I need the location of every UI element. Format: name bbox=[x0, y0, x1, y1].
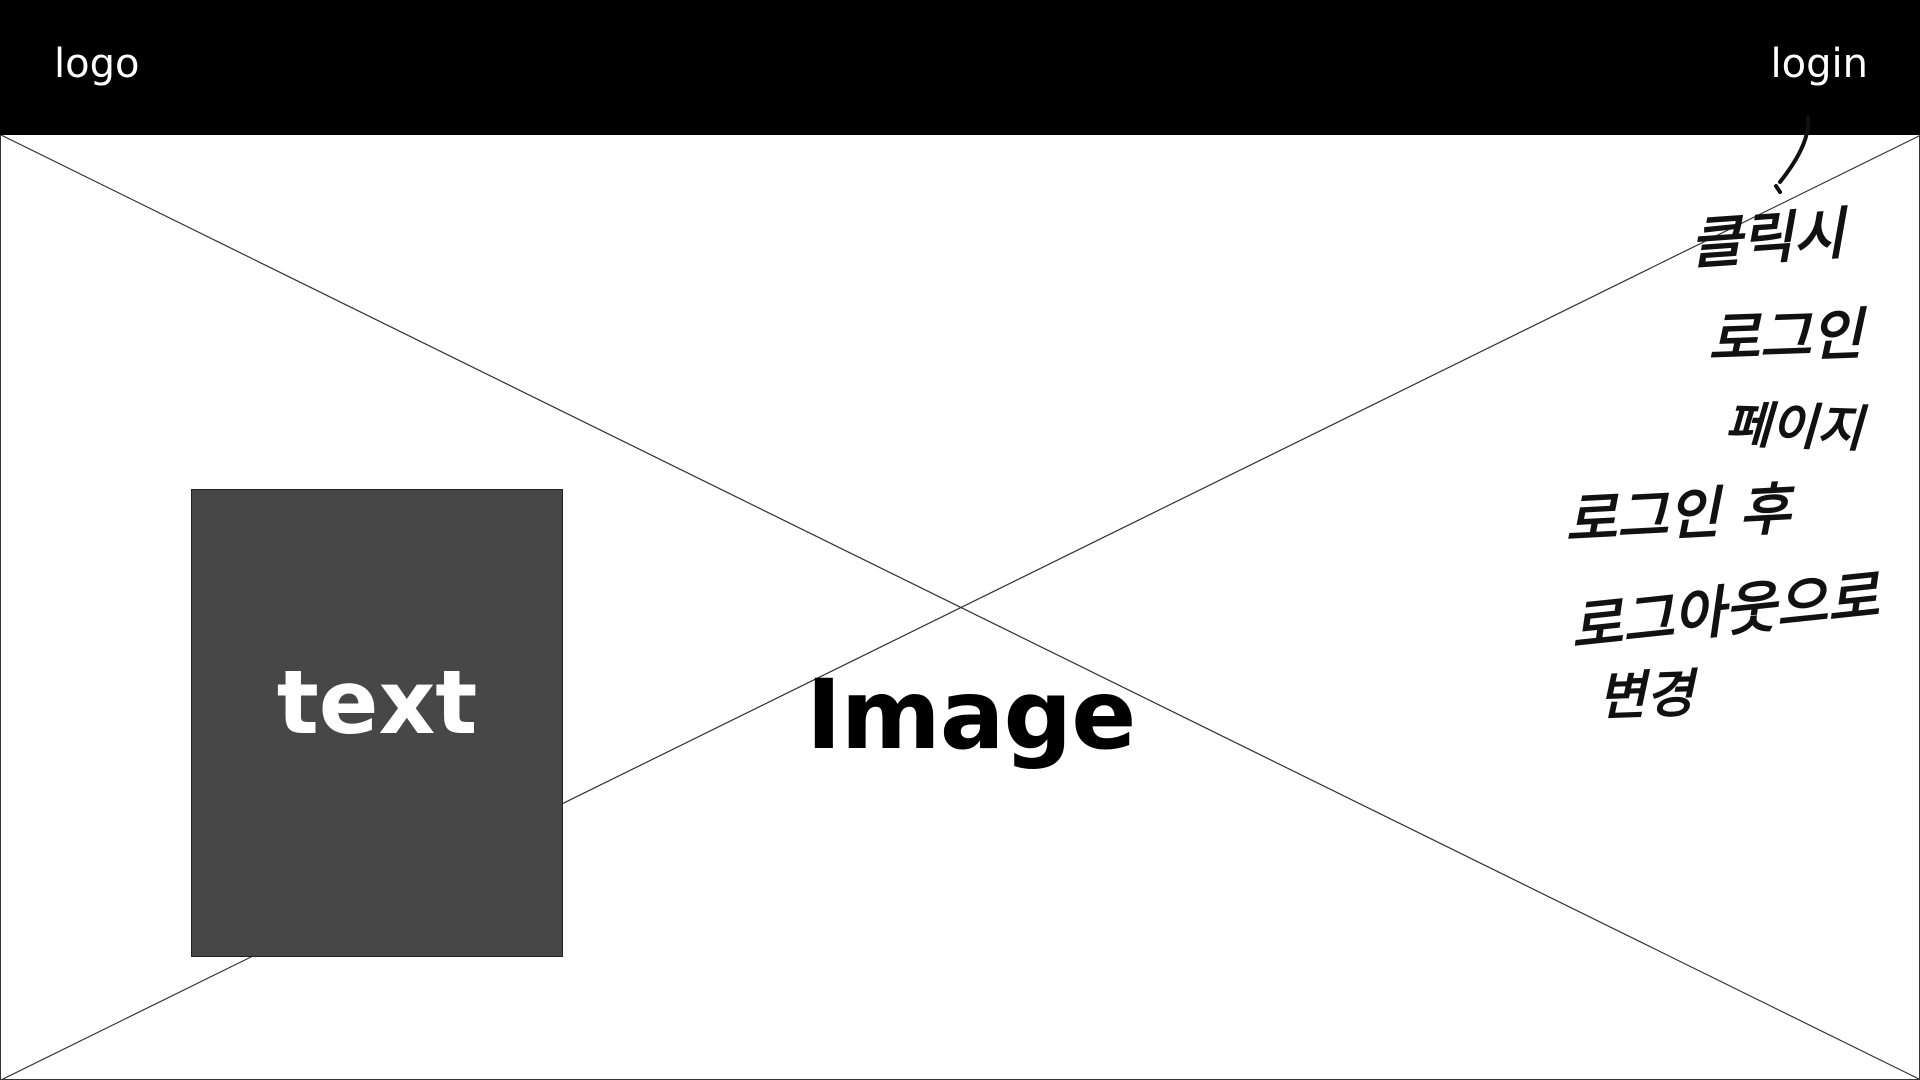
hero-image-placeholder: Image text bbox=[0, 135, 1920, 1080]
hero-text-box-label: text bbox=[276, 651, 478, 754]
login-link[interactable]: login bbox=[1770, 41, 1868, 87]
header-bar: logo login bbox=[0, 0, 1920, 135]
hero-image-label: Image bbox=[806, 659, 1136, 771]
logo[interactable]: logo bbox=[54, 41, 140, 87]
hero-text-box: text bbox=[191, 489, 563, 957]
